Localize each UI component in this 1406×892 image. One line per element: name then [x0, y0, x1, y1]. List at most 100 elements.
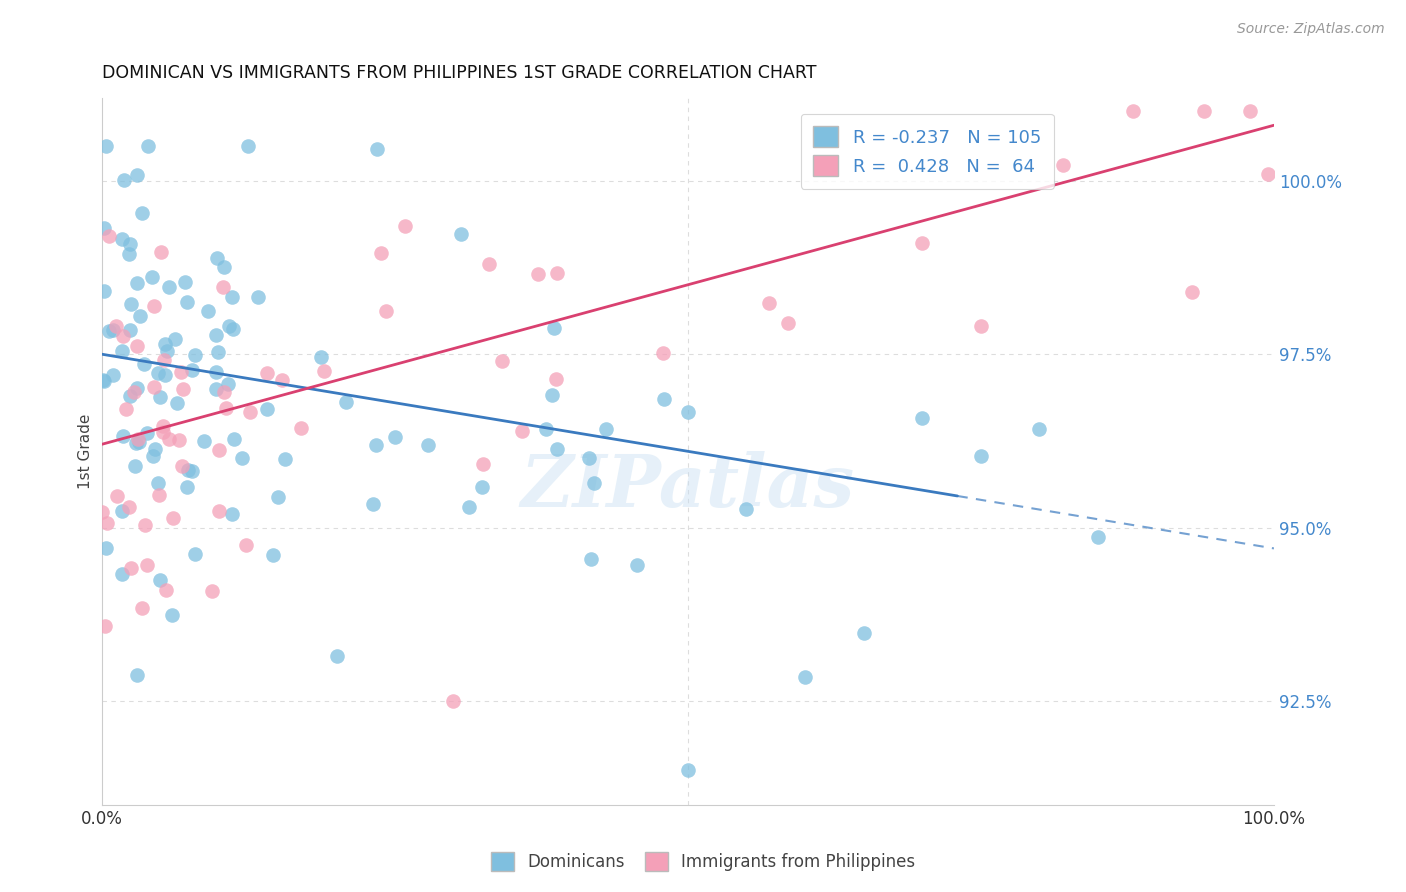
Point	[177, 462, 200, 476]
Point	[200, 584, 222, 599]
Point	[150, 244, 173, 259]
Point	[370, 246, 392, 260]
Point	[136, 139, 159, 153]
Point	[121, 297, 143, 311]
Point	[143, 299, 166, 313]
Point	[546, 442, 568, 456]
Point	[1028, 422, 1050, 436]
Point	[141, 270, 163, 285]
Point	[543, 321, 565, 335]
Point	[120, 561, 142, 575]
Point	[394, 219, 416, 234]
Point	[111, 343, 134, 358]
Point	[326, 649, 349, 664]
Point	[93, 374, 115, 388]
Point	[180, 464, 202, 478]
Text: DOMINICAN VS IMMIGRANTS FROM PHILIPPINES 1ST GRADE CORRELATION CHART: DOMINICAN VS IMMIGRANTS FROM PHILIPPINES…	[101, 64, 815, 82]
Point	[527, 267, 550, 281]
Point	[156, 343, 179, 358]
Point	[1239, 104, 1261, 119]
Point	[101, 368, 124, 383]
Point	[181, 363, 204, 377]
Point	[510, 424, 533, 438]
Point	[776, 316, 799, 330]
Point	[546, 372, 568, 386]
Point	[579, 552, 602, 566]
Point	[91, 505, 114, 519]
Point	[311, 350, 333, 364]
Point	[1192, 104, 1215, 119]
Point	[124, 459, 146, 474]
Point	[127, 277, 149, 291]
Point	[205, 365, 228, 379]
Point	[125, 168, 148, 182]
Point	[274, 452, 297, 467]
Point	[416, 438, 439, 452]
Point	[652, 346, 675, 360]
Point	[1052, 158, 1074, 172]
Point	[111, 232, 134, 246]
Point	[125, 668, 148, 682]
Text: Source: ZipAtlas.com: Source: ZipAtlas.com	[1237, 22, 1385, 37]
Point	[578, 451, 600, 466]
Point	[450, 227, 472, 241]
Point	[148, 488, 170, 502]
Point	[205, 328, 228, 343]
Point	[114, 173, 136, 187]
Point	[852, 625, 875, 640]
Point	[205, 252, 228, 266]
Point	[208, 443, 231, 458]
Point	[217, 377, 239, 392]
Point	[270, 373, 292, 387]
Point	[131, 600, 153, 615]
Point	[582, 476, 605, 491]
Point	[224, 432, 246, 446]
Point	[176, 480, 198, 494]
Point	[478, 257, 501, 271]
Point	[471, 480, 494, 494]
Point	[157, 280, 180, 294]
Point	[173, 275, 195, 289]
Point	[94, 541, 117, 556]
Point	[364, 437, 387, 451]
Point	[183, 547, 205, 561]
Point	[208, 504, 231, 518]
Point	[384, 430, 406, 444]
Point	[676, 405, 699, 419]
Legend: Dominicans, Immigrants from Philippines: Dominicans, Immigrants from Philippines	[482, 843, 924, 880]
Point	[111, 566, 134, 581]
Point	[652, 392, 675, 406]
Point	[153, 353, 176, 368]
Point	[735, 502, 758, 516]
Point	[595, 422, 617, 436]
Point	[125, 381, 148, 395]
Point	[114, 402, 136, 417]
Point	[361, 496, 384, 510]
Point	[676, 764, 699, 778]
Point	[231, 451, 253, 466]
Point	[212, 384, 235, 399]
Point	[1257, 167, 1279, 181]
Point	[132, 358, 155, 372]
Point	[170, 365, 193, 379]
Point	[335, 394, 357, 409]
Point	[118, 247, 141, 261]
Point	[136, 426, 159, 441]
Legend: R = -0.237   N = 105, R =  0.428   N =  64: R = -0.237 N = 105, R = 0.428 N = 64	[800, 113, 1054, 189]
Point	[491, 354, 513, 368]
Point	[111, 503, 134, 517]
Point	[172, 382, 194, 396]
Point	[256, 366, 278, 380]
Point	[98, 229, 121, 244]
Point	[125, 436, 148, 450]
Point	[134, 517, 156, 532]
Point	[911, 411, 934, 425]
Point	[534, 422, 557, 436]
Point	[262, 549, 284, 563]
Point	[112, 329, 135, 343]
Point	[98, 325, 121, 339]
Point	[146, 476, 169, 491]
Point	[127, 432, 149, 446]
Point	[143, 379, 166, 393]
Point	[118, 500, 141, 514]
